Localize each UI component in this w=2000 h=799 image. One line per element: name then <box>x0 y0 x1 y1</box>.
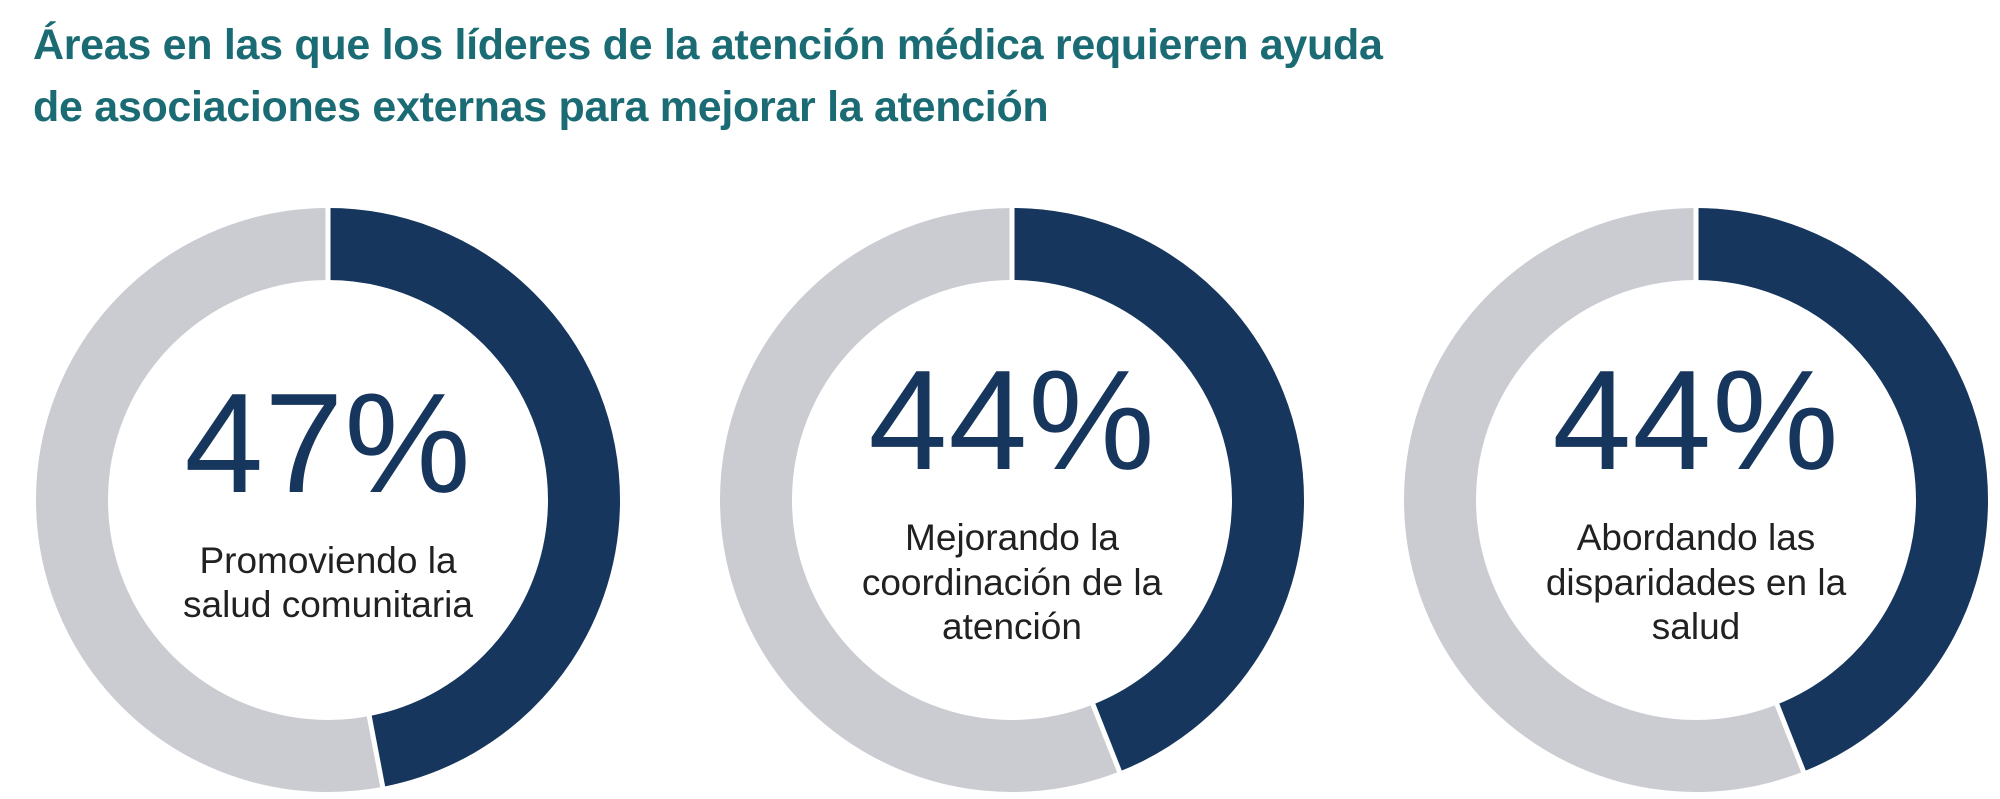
title-line-1: Áreas en las que los líderes de la atenc… <box>33 21 1383 69</box>
donut-chart-community-health: 47% Promoviendo la salud comunitaria <box>36 208 620 792</box>
donut-center: 47% Promoviendo la salud comunitaria <box>108 280 548 720</box>
donut-label: Abordando las disparidades en la salud <box>1545 517 1847 648</box>
page-title: Áreas en las que los líderes de la atenc… <box>33 14 2000 138</box>
donut-chart-care-coordination: 44% Mejorando la coordinación de la aten… <box>720 208 1304 792</box>
donut-ring <box>720 208 1304 792</box>
donut-label: Promoviendo la salud comunitaria <box>183 539 473 625</box>
donut-center: 44% Mejorando la coordinación de la aten… <box>792 280 1232 720</box>
donut-ring <box>36 208 620 792</box>
title-line-2: de asociaciones externas para mejorar la… <box>33 83 1049 131</box>
donut-percent-value: 47% <box>184 363 472 523</box>
donut-chart-row: 47% Promoviendo la salud comunitaria 44%… <box>36 208 1988 792</box>
donut-percent-value: 44% <box>1552 341 1840 501</box>
donut-ring <box>1404 208 1988 792</box>
donut-chart-health-disparities: 44% Abordando las disparidades en la sal… <box>1404 208 1988 792</box>
donut-center: 44% Abordando las disparidades en la sal… <box>1476 280 1916 720</box>
donut-percent-value: 44% <box>868 341 1156 501</box>
donut-label: Mejorando la coordinación de la atención <box>861 517 1163 648</box>
